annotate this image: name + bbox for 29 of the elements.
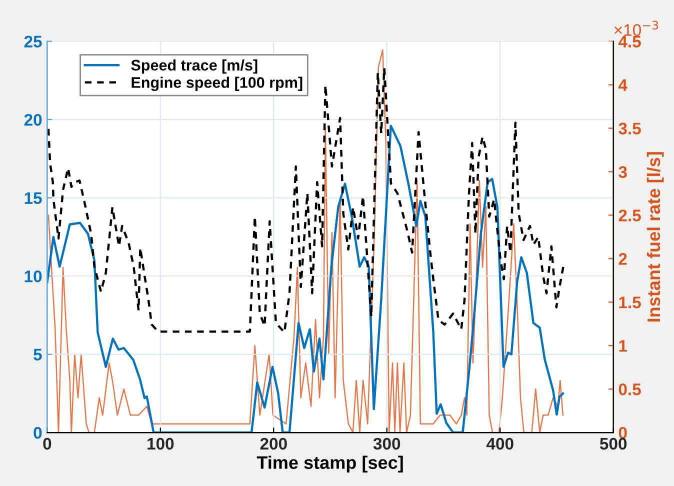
y-tick-label: 15 xyxy=(24,192,42,204)
y2-tick-label: 1.5 xyxy=(619,296,641,308)
y2-tick-label: 3.5 xyxy=(618,122,641,134)
x-axis-title: Time stamp [sec] xyxy=(256,456,403,473)
x-tick-label: 0 xyxy=(43,438,52,450)
x-tick-label: 200 xyxy=(260,438,287,450)
y2-tick-label: 0 xyxy=(618,426,627,439)
y-tick-label: 5 xyxy=(34,348,42,360)
text: ×10$^{−3}$ xyxy=(614,20,658,36)
y-tick-label: 0 xyxy=(34,426,42,439)
y2-tick-label: 0.5 xyxy=(618,383,641,396)
y2-tick-label: 1 xyxy=(619,340,628,352)
y2-tick-label: 2.5 xyxy=(618,210,641,222)
legend-label: Engine speed [100 rpm] xyxy=(132,76,302,92)
x-tick-label: 300 xyxy=(373,438,400,450)
y-tick-label: 20 xyxy=(24,114,42,126)
y-tick-label: 10 xyxy=(24,270,42,282)
legend-label: Speed trace [m/s] xyxy=(131,59,258,74)
x-tick-label: 400 xyxy=(486,438,514,450)
line-series xyxy=(47,124,564,433)
y2-tick-label: 2 xyxy=(618,253,627,265)
y2-tick-label: 4 xyxy=(618,79,628,91)
line-series xyxy=(48,49,564,433)
y2-tick-label: 4.5 xyxy=(618,36,641,48)
x-tick-label: 500 xyxy=(600,438,627,450)
y2-tick-label: 3 xyxy=(618,166,627,178)
x-tick-label: 100 xyxy=(148,438,174,450)
y2-axis-title: Instant fuel rate [l/s] xyxy=(646,152,664,322)
y-tick-label: 25 xyxy=(24,36,42,48)
